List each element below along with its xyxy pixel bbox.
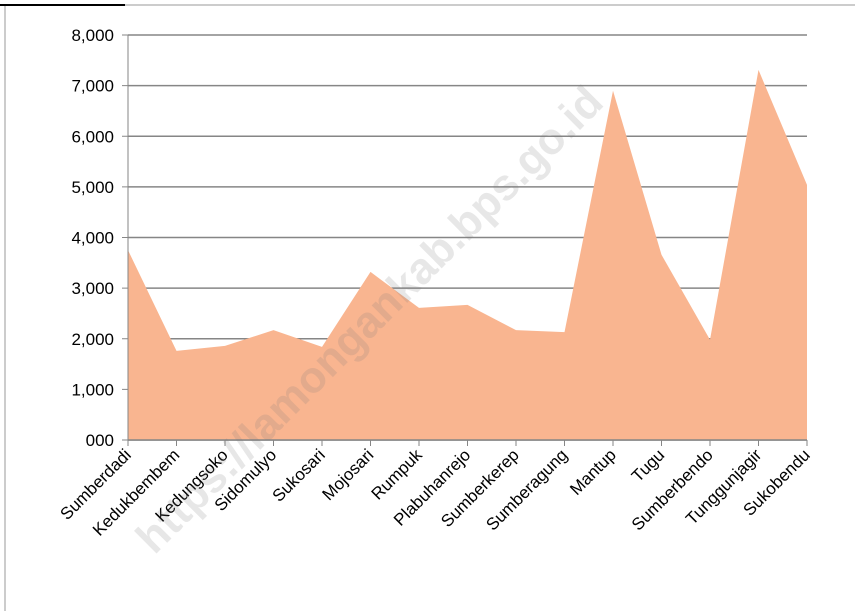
y-tick-label: 000 — [86, 431, 114, 450]
x-tick-label: Tugu — [628, 445, 668, 485]
y-tick-label: 2,000 — [71, 330, 114, 349]
x-tick-label: Sukosari — [269, 445, 329, 505]
x-tick-label: Mojosari — [318, 445, 377, 504]
y-tick-label: 3,000 — [71, 279, 114, 298]
y-tick-label: 1,000 — [71, 380, 114, 399]
x-tick-label: Mantup — [566, 445, 620, 499]
area — [128, 69, 807, 441]
y-tick-label: 7,000 — [71, 77, 114, 96]
y-tick-label: 8,000 — [71, 26, 114, 45]
y-tick-label: 5,000 — [71, 178, 114, 197]
plot — [127, 35, 808, 446]
y-tick-label: 6,000 — [71, 127, 114, 146]
y-tick-label: 4,000 — [71, 229, 114, 248]
